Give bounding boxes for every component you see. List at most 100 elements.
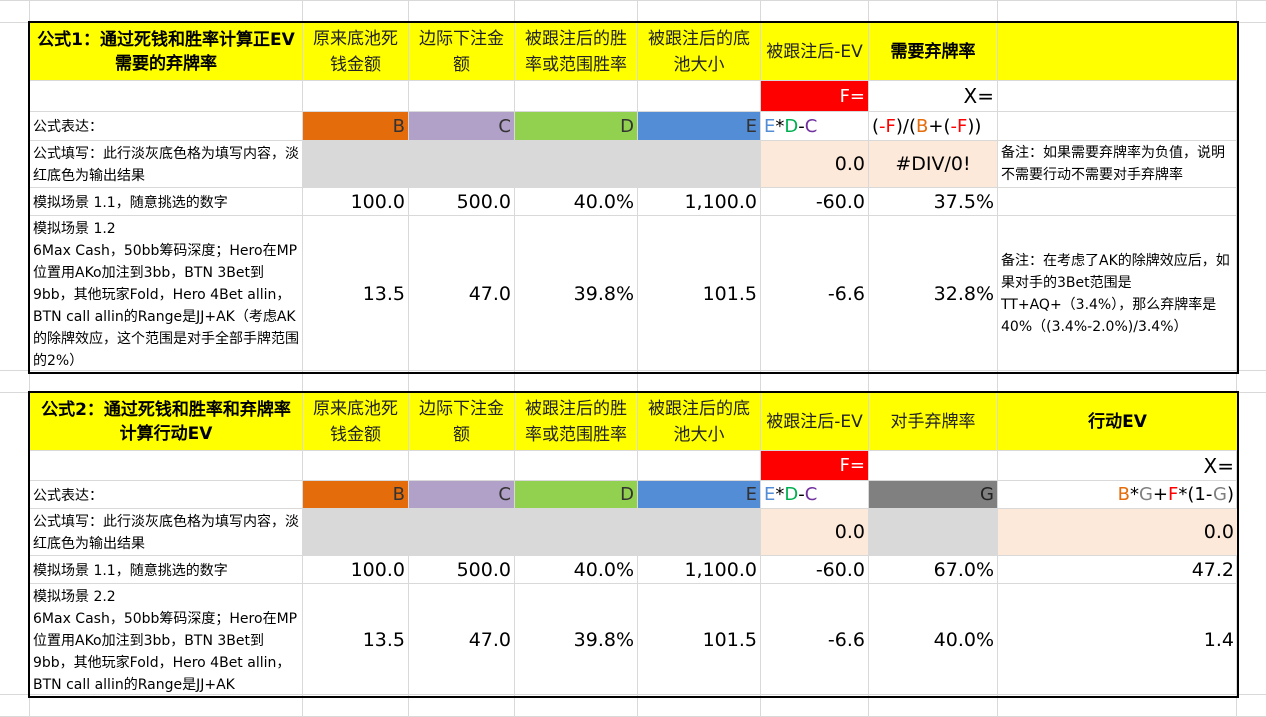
header-bet-amount[interactable]: 边际下注金额	[408, 392, 515, 451]
value-cell[interactable]: 40.0%	[514, 187, 638, 216]
value-cell[interactable]: 67.0%	[868, 555, 998, 584]
empty-cell[interactable]	[637, 80, 761, 112]
value-cell[interactable]: -60.0	[760, 555, 869, 584]
input-cell-e[interactable]	[637, 508, 761, 556]
empty-cell[interactable]	[637, 450, 761, 481]
header-required-fold[interactable]: 需要弃牌率	[868, 22, 998, 81]
tag-c[interactable]: C	[408, 111, 515, 141]
tag-b[interactable]: B	[302, 480, 409, 509]
empty-cell[interactable]	[302, 80, 409, 112]
input-cell-e[interactable]	[637, 140, 761, 188]
value-cell[interactable]: 13.5	[302, 583, 409, 697]
value-cell[interactable]: 100.0	[302, 555, 409, 584]
value-cell[interactable]: 1.4	[997, 583, 1238, 697]
value-cell[interactable]: 32.8%	[868, 215, 998, 373]
tag-e[interactable]: E	[637, 111, 761, 141]
value-cell[interactable]: -6.6	[760, 215, 869, 373]
value-cell[interactable]: 1,100.0	[637, 187, 761, 216]
formula-token: *	[1129, 484, 1139, 505]
formula-token: E	[764, 484, 776, 505]
fill-note[interactable]: 备注：如果需要弃牌率为负值，说明不需要行动不需要对手弃牌率	[997, 140, 1238, 188]
empty-cell[interactable]	[29, 450, 303, 481]
empty-cell[interactable]	[997, 111, 1238, 141]
tag-g[interactable]: G	[868, 480, 998, 509]
value-cell[interactable]: 40.0%	[514, 555, 638, 584]
formula-token: -F	[879, 115, 896, 137]
header-equity[interactable]: 被跟注后的胜率或范围胜率	[514, 22, 638, 81]
value-cell[interactable]: 500.0	[408, 555, 515, 584]
input-cell-d[interactable]	[514, 508, 638, 556]
tag-e[interactable]: E	[637, 480, 761, 509]
value-cell[interactable]: 101.5	[637, 215, 761, 373]
output-ev-cell[interactable]: 0.0	[760, 508, 869, 556]
value-cell[interactable]: 47.2	[997, 555, 1238, 584]
value-cell[interactable]: -60.0	[760, 187, 869, 216]
ev-formula[interactable]: E*D-C	[760, 111, 869, 141]
input-cell-c[interactable]	[408, 508, 515, 556]
value-cell[interactable]: -6.6	[760, 583, 869, 697]
header-equity[interactable]: 被跟注后的胜率或范围胜率	[514, 392, 638, 451]
empty-cell[interactable]	[408, 80, 515, 112]
formula2-title: 公式2：通过死钱和胜率和弃牌率计算行动EV	[29, 392, 303, 451]
input-cell-b[interactable]	[302, 140, 409, 188]
value-cell[interactable]: 47.0	[408, 215, 515, 373]
fill-instruction-label[interactable]: 公式填写：此行淡灰底色格为填写内容，淡红底色为输出结果	[29, 140, 303, 188]
empty-cell[interactable]	[868, 450, 998, 481]
value-cell[interactable]: 40.0%	[868, 583, 998, 697]
scenario-label[interactable]: 模拟场景 1.1，随意挑选的数字	[29, 187, 303, 216]
value-cell[interactable]: 1,100.0	[637, 555, 761, 584]
input-cell-b[interactable]	[302, 508, 409, 556]
tag-b[interactable]: B	[302, 111, 409, 141]
empty-cell[interactable]	[302, 450, 409, 481]
scenario-label[interactable]: 模拟场景 2.2 6Max Cash，50bb筹码深度；Hero在MP位置用AK…	[29, 583, 303, 697]
value-cell[interactable]: 13.5	[302, 215, 409, 373]
scenario-note[interactable]: 备注：在考虑了AK的除牌效应后，如果对手的3Bet范围是TT+AQ+（3.4%）…	[997, 215, 1238, 373]
formula-expression-label[interactable]: 公式表达：	[29, 111, 303, 141]
header-called-ev[interactable]: 被跟注后-EV	[760, 392, 869, 451]
fill-instruction-label[interactable]: 公式填写：此行淡灰底色格为填写内容，淡红底色为输出结果	[29, 508, 303, 556]
output-fold-cell[interactable]: #DIV/0!	[868, 140, 998, 188]
header-called-ev[interactable]: 被跟注后-EV	[760, 22, 869, 81]
output-ev-cell[interactable]: 0.0	[760, 140, 869, 188]
f-label-cell[interactable]: F=	[760, 80, 869, 112]
input-cell-g[interactable]	[868, 508, 998, 556]
value-cell[interactable]: 101.5	[637, 583, 761, 697]
header-action-ev[interactable]: 行动EV	[997, 392, 1238, 451]
header-bet-amount[interactable]: 边际下注金额	[408, 22, 515, 81]
action-ev-formula[interactable]: B*G+F*(1-G)	[997, 480, 1238, 509]
input-cell-c[interactable]	[408, 140, 515, 188]
empty-cell[interactable]	[997, 80, 1238, 112]
formula-expression-label[interactable]: 公式表达：	[29, 480, 303, 509]
x-label-cell[interactable]: X=	[997, 450, 1238, 481]
x-label-cell[interactable]: X=	[868, 80, 998, 112]
header-dead-money[interactable]: 原来底池死钱金额	[302, 392, 409, 451]
tag-c[interactable]: C	[408, 480, 515, 509]
scenario-label[interactable]: 模拟场景 1.2 6Max Cash，50bb筹码深度；Hero在MP位置用AK…	[29, 215, 303, 373]
header-fold-rate[interactable]: 对手弃牌率	[868, 392, 998, 451]
value-cell[interactable]: 37.5%	[868, 187, 998, 216]
empty-cell[interactable]	[408, 450, 515, 481]
header-pot-size[interactable]: 被跟注后的底池大小	[637, 392, 761, 451]
tag-d[interactable]: D	[514, 111, 638, 141]
empty-cell[interactable]	[997, 187, 1238, 216]
output-action-ev-cell[interactable]: 0.0	[997, 508, 1238, 556]
value-cell[interactable]: 47.0	[408, 583, 515, 697]
header-pot-size[interactable]: 被跟注后的底池大小	[637, 22, 761, 81]
ev-formula[interactable]: E*D-C	[760, 480, 869, 509]
scenario-2-1-row: 模拟场景 1.1，随意挑选的数字 100.0 500.0 40.0% 1,100…	[29, 555, 1238, 584]
empty-cell[interactable]	[514, 80, 638, 112]
header-empty[interactable]	[997, 22, 1238, 81]
f-label-cell[interactable]: F=	[760, 450, 869, 481]
empty-cell[interactable]	[29, 80, 303, 112]
scenario-label[interactable]: 模拟场景 1.1，随意挑选的数字	[29, 555, 303, 584]
tag-d[interactable]: D	[514, 480, 638, 509]
empty-cell[interactable]	[514, 450, 638, 481]
value-cell[interactable]: 100.0	[302, 187, 409, 216]
value-cell[interactable]: 39.8%	[514, 583, 638, 697]
header-dead-money[interactable]: 原来底池死钱金额	[302, 22, 409, 81]
input-cell-d[interactable]	[514, 140, 638, 188]
value-cell[interactable]: 39.8%	[514, 215, 638, 373]
fold-formula[interactable]: (-F)/(B+(-F))	[868, 111, 998, 141]
value-cell[interactable]: 500.0	[408, 187, 515, 216]
scenario-1-1-row: 模拟场景 1.1，随意挑选的数字 100.0 500.0 40.0% 1,100…	[29, 187, 1238, 216]
